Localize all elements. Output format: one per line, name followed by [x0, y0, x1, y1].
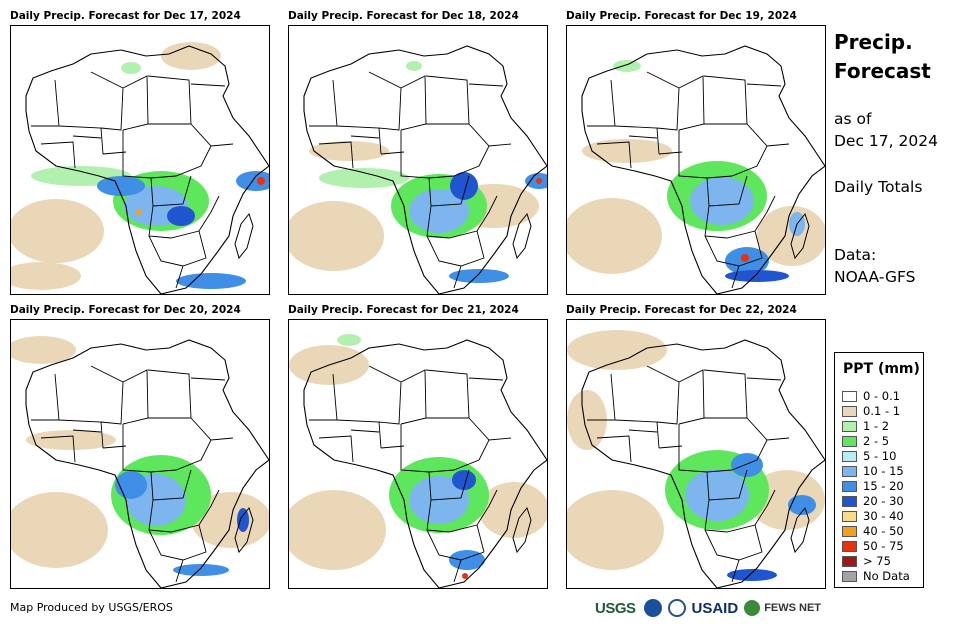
- legend-label: 50 - 75: [863, 539, 904, 553]
- legend-item: 0.1 - 1: [842, 404, 900, 418]
- legend-label: 2 - 5: [863, 434, 890, 448]
- legend-label: 15 - 20: [863, 479, 904, 493]
- seal-logo-icon: [667, 599, 686, 617]
- legend-swatch: [842, 390, 857, 402]
- panel-title-dec22: Daily Precip. Forecast for Dec 22, 2024: [566, 304, 797, 316]
- daily-totals-label: Daily Totals: [834, 178, 923, 196]
- data-source-block: Data: NOAA-GFS: [834, 244, 915, 288]
- panel-title-dec21: Daily Precip. Forecast for Dec 21, 2024: [288, 304, 519, 316]
- panel-title-dec18: Daily Precip. Forecast for Dec 18, 2024: [288, 10, 519, 22]
- legend-item: 15 - 20: [842, 479, 904, 493]
- legend-swatch: [842, 540, 857, 552]
- panel-title-dec17: Daily Precip. Forecast for Dec 17, 2024: [10, 10, 241, 22]
- sidebar-title: Precip. Forecast: [834, 28, 931, 86]
- legend-item: 40 - 50: [842, 524, 904, 538]
- legend-item: 0 - 0.1: [842, 389, 900, 403]
- data-source-value: NOAA-GFS: [834, 268, 916, 286]
- ppt-legend: PPT (mm) 0 - 0.1 0.1 - 1 1 - 2 2 - 5 5 -…: [834, 352, 924, 588]
- legend-swatch: [842, 525, 857, 537]
- legend-item: 2 - 5: [842, 434, 889, 448]
- legend-swatch: [842, 420, 857, 432]
- precip-map-dec20: [10, 319, 270, 589]
- usgs-logo: USGS: [595, 599, 636, 617]
- legend-swatch: [842, 495, 857, 507]
- precip-map-dec19: [566, 25, 826, 295]
- legend-swatch: [842, 480, 857, 492]
- legend-swatch: [842, 555, 857, 567]
- legend-item: 5 - 10: [842, 449, 896, 463]
- legend-item: 10 - 15: [842, 464, 904, 478]
- legend-item: 20 - 30: [842, 494, 904, 508]
- as-of-block: as of Dec 17, 2024: [834, 108, 938, 152]
- precip-map-dec22: [566, 319, 826, 589]
- legend-item: 30 - 40: [842, 509, 904, 523]
- legend-label: > 75: [863, 554, 891, 568]
- legend-item: No Data: [842, 569, 910, 583]
- legend-label: 1 - 2: [863, 419, 890, 433]
- as-of-date: Dec 17, 2024: [834, 132, 938, 150]
- legend-item: 50 - 75: [842, 539, 904, 553]
- sidebar-title-line1: Precip.: [834, 30, 913, 54]
- as-of-label: as of: [834, 110, 872, 128]
- legend-label: 30 - 40: [863, 509, 904, 523]
- fews-globe-icon: [744, 600, 761, 616]
- legend-label: 5 - 10: [863, 449, 897, 463]
- panel-title-dec19: Daily Precip. Forecast for Dec 19, 2024: [566, 10, 797, 22]
- sidebar-title-line2: Forecast: [834, 59, 931, 83]
- legend-label: 20 - 30: [863, 494, 904, 508]
- fews-net-logo: FEWS NET: [764, 602, 822, 614]
- precip-map-dec17: [10, 25, 270, 295]
- legend-item: 1 - 2: [842, 419, 889, 433]
- legend-label: 10 - 15: [863, 464, 904, 478]
- legend-swatch: [842, 570, 857, 582]
- noaa-logo-icon: [643, 599, 662, 617]
- legend-swatch: [842, 435, 857, 447]
- precip-map-dec18: [288, 25, 548, 295]
- partner-logos: USGS USAID FEWS NET: [595, 596, 821, 620]
- legend-swatch: [842, 450, 857, 462]
- legend-label: No Data: [863, 569, 910, 583]
- legend-swatch: [842, 465, 857, 477]
- legend-label: 40 - 50: [863, 524, 904, 538]
- legend-title: PPT (mm): [843, 361, 920, 377]
- usaid-logo: USAID: [691, 599, 739, 617]
- legend-label: 0 - 0.1: [863, 389, 901, 403]
- producer-credit: Map Produced by USGS/EROS: [10, 601, 173, 614]
- legend-swatch: [842, 405, 857, 417]
- precip-map-dec21: [288, 319, 548, 589]
- legend-label: 0.1 - 1: [863, 404, 901, 418]
- panel-title-dec20: Daily Precip. Forecast for Dec 20, 2024: [10, 304, 241, 316]
- legend-item: > 75: [842, 554, 891, 568]
- data-source-label: Data:: [834, 246, 877, 264]
- legend-swatch: [842, 510, 857, 522]
